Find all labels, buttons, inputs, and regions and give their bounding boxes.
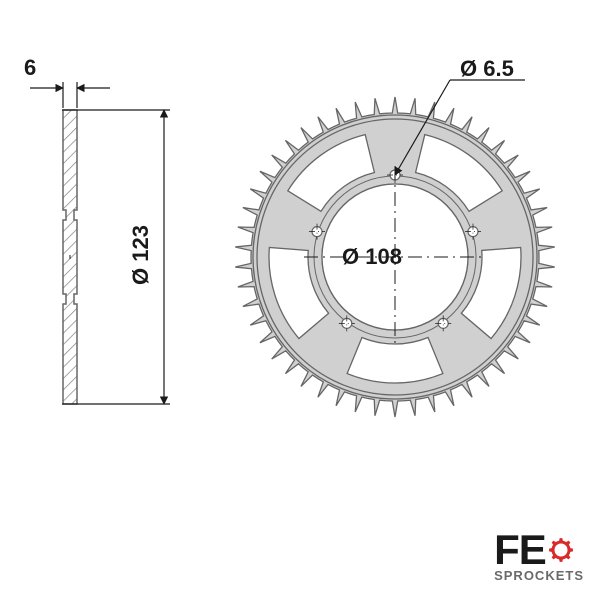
center-bore-label: Ø 108 bbox=[342, 244, 402, 270]
brand-logo: FE SPROCKETS bbox=[494, 530, 584, 582]
dim-thickness bbox=[30, 82, 110, 108]
technical-drawing bbox=[0, 0, 600, 600]
outer-dia-label: Ø 123 bbox=[128, 225, 154, 285]
bolt-hole-label: Ø 6.5 bbox=[460, 56, 514, 82]
side-view bbox=[63, 110, 77, 404]
sprocket-icon bbox=[548, 537, 574, 563]
thickness-label: 6 bbox=[24, 55, 36, 81]
logo-main: FE bbox=[494, 530, 546, 570]
logo-sub: SPROCKETS bbox=[494, 570, 584, 582]
